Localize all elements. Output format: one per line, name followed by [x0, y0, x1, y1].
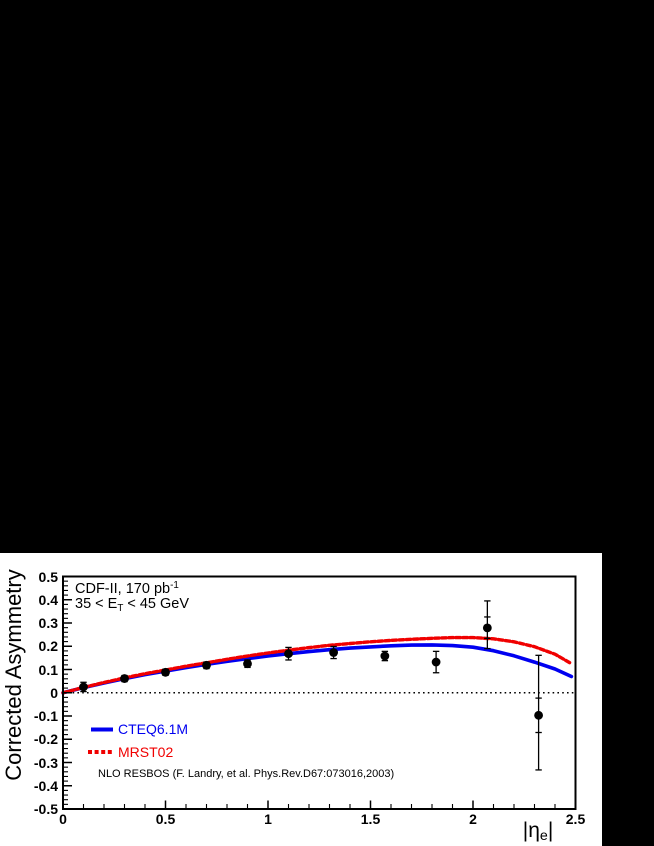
- y-tick-label: 0.2: [38, 638, 58, 655]
- text-part: |: [522, 819, 529, 842]
- plot-canvas: Corrected Asymmetry |ηe| CDF-II, 170 pb-…: [0, 553, 602, 846]
- footnote-resbos: NLO RESBOS (F. Landry, et al. Phys.Rev.D…: [98, 768, 395, 780]
- text-part: η: [528, 819, 540, 842]
- text-part: 35 < E: [75, 596, 118, 612]
- y-tick-label: -0.3: [33, 754, 58, 771]
- y-tick-label: -0.1: [33, 708, 58, 724]
- text-part: T: [117, 603, 124, 614]
- data-point-marker: [431, 657, 441, 667]
- y-tick-label: -0.4: [33, 777, 58, 794]
- legend-label-mrst02: MRST02: [118, 744, 174, 760]
- y-tick-label: 0.4: [38, 591, 58, 608]
- data-point-marker: [329, 648, 338, 657]
- data-point-marker: [79, 682, 88, 692]
- x-tick-label: 0: [59, 811, 67, 827]
- x-tick-label: 1: [264, 811, 272, 827]
- data-point-marker: [482, 623, 492, 633]
- curve-cteq61m: [61, 643, 574, 695]
- x-tick-label: 2: [469, 811, 477, 827]
- data-point-marker: [284, 649, 293, 659]
- curve-mrst02: [61, 635, 574, 695]
- text-part: e: [539, 828, 548, 844]
- data-point-marker: [202, 660, 211, 670]
- text-part: -1: [170, 580, 179, 591]
- chart-graphics: [61, 575, 577, 810]
- x-tick-label: 0.5: [155, 811, 176, 827]
- y-tick-label: -0.2: [33, 731, 58, 748]
- data-point-marker: [120, 674, 129, 683]
- data-point-marker: [534, 710, 543, 720]
- annotation-luminosity: CDF-II, 170 pb-1: [75, 577, 179, 598]
- text-part: < 45 GeV: [123, 596, 190, 612]
- data-point-marker: [243, 659, 252, 669]
- y-tick-label: 0.3: [38, 615, 58, 631]
- x-tick-label: 2.5: [565, 811, 586, 827]
- data-point-marker: [380, 651, 390, 661]
- y-tick-label: 0: [50, 684, 58, 701]
- x-axis-title: |ηe|: [507, 819, 569, 846]
- text-part: |: [547, 819, 554, 842]
- annotation-et-range: 35 < ET < 45 GeV: [75, 596, 189, 617]
- x-tick-label: 1.5: [360, 811, 381, 827]
- y-tick-label: -0.5: [33, 801, 58, 817]
- y-tick-label: 0.1: [38, 661, 58, 678]
- legend-label-cteq61m: CTEQ6.1M: [118, 721, 189, 737]
- data-point-marker: [161, 667, 170, 677]
- y-tick-label: 0.5: [38, 568, 58, 585]
- text-part: CDF-II, 170 pb: [75, 581, 171, 597]
